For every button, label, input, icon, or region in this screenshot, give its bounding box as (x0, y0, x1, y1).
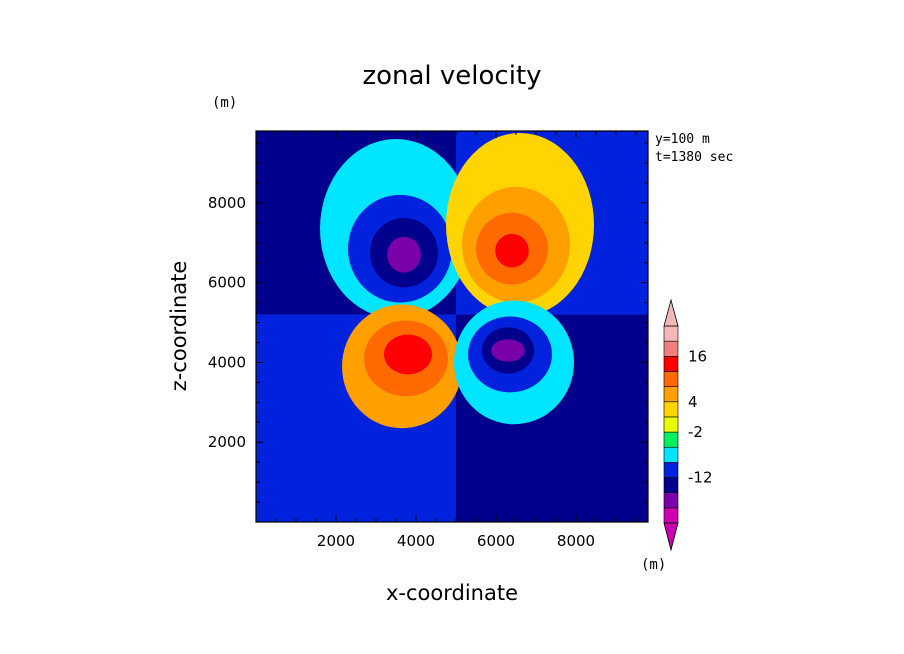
contour-band-3-3 (491, 339, 525, 362)
colorbar: 16 4 -2 -12 (663, 298, 713, 552)
colorbar-label: -2 (688, 423, 703, 441)
colorbar-min-arrow (663, 522, 679, 552)
info-position: y=100 m (655, 132, 710, 147)
contour-field (256, 131, 648, 522)
info-time: t=1380 sec (655, 150, 733, 165)
x-axis-unit: (m) (641, 557, 666, 573)
colorbar-band (663, 340, 679, 357)
plot-frame (255, 130, 649, 523)
x-tick-label: 8000 (557, 532, 595, 550)
colorbar-max-arrow (663, 298, 679, 327)
x-axis-label: x-coordinate (386, 581, 518, 605)
y-tick-label: 2000 (208, 433, 246, 451)
x-tick-label: 6000 (477, 532, 515, 550)
colorbar-band (663, 386, 679, 403)
y-axis-unit: (m) (212, 95, 237, 111)
colorbar-band (663, 507, 679, 524)
colorbar-label: -12 (688, 469, 713, 487)
axis-ticks: 2000 4000 6000 8000 2000 4000 6000 8000 (208, 131, 648, 550)
colorbar-band (663, 446, 679, 463)
colorbar-band (663, 462, 679, 478)
x-tick-label: 4000 (397, 532, 435, 550)
colorbar-band (663, 416, 679, 433)
colorbar-band (663, 477, 679, 493)
colorbar-band (663, 371, 679, 387)
y-tick-label: 4000 (208, 353, 246, 371)
chart-title: zonal velocity (362, 61, 541, 91)
contour-band-0-3 (387, 236, 421, 273)
colorbar-band (663, 431, 679, 448)
y-tick-label: 8000 (208, 194, 246, 212)
colorbar-label: 4 (688, 393, 698, 411)
contour-band-1-3 (495, 233, 529, 268)
y-tick-label: 6000 (208, 274, 246, 292)
contour-band-2-2 (384, 334, 432, 375)
colorbar-band (663, 492, 679, 509)
colorbar-band (663, 325, 679, 342)
x-tick-label: 2000 (317, 532, 355, 550)
colorbar-band (663, 401, 679, 418)
colorbar-band (663, 356, 679, 372)
y-axis-label: z-coordinate (167, 261, 191, 392)
colorbar-label: 16 (688, 347, 707, 365)
